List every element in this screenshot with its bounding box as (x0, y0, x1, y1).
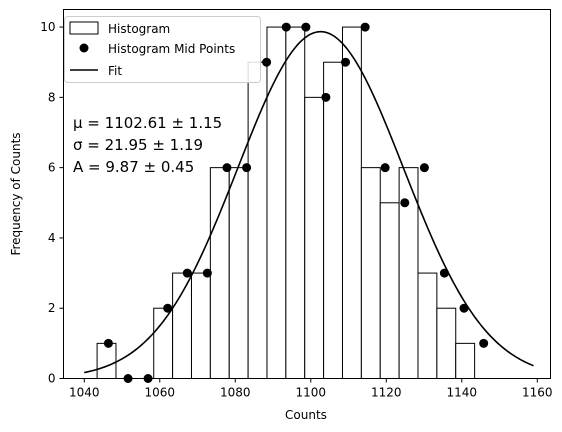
histogram-bar (96, 342, 117, 380)
legend: Histogram Histogram Mid Points Fit (64, 16, 261, 83)
y-axis-label: Frequency of Counts (9, 132, 23, 255)
x-axis-label: Counts (285, 408, 327, 422)
midpoint-marker (419, 163, 429, 173)
midpoint-marker (360, 22, 370, 32)
y-tick-label: 0 (48, 372, 56, 386)
mu-annotation: μ = 1102.61 ± 1.15 (73, 114, 222, 132)
fit-curve (84, 30, 534, 374)
histogram-bar (153, 307, 174, 380)
histogram-bar (323, 61, 343, 379)
midpoint-marker (103, 338, 113, 348)
x-tick-label: 1120 (371, 386, 402, 400)
legend-midpoint-label: Histogram Mid Points (108, 42, 235, 56)
midpoint-marker (400, 198, 410, 208)
legend-box (64, 16, 261, 83)
sigma-annotation: σ = 21.95 ± 1.19 (73, 136, 203, 154)
midpoint-marker (341, 57, 351, 67)
fit-parameters: μ = 1102.61 ± 1.15 σ = 21.95 ± 1.19 A = … (73, 114, 222, 176)
midpoint-marker (479, 338, 489, 348)
legend-fit-label: Fit (108, 64, 122, 78)
histogram-bar (304, 96, 325, 379)
histogram-bar (228, 167, 249, 379)
x-tick-label: 1160 (522, 386, 553, 400)
histogram-bar (285, 26, 306, 379)
x-axis-ticks: 1040 1060 1080 1100 1120 1140 1160 (69, 378, 553, 400)
plot-frame (63, 9, 551, 379)
y-tick-label: 10 (40, 20, 55, 34)
histogram-bar (209, 167, 230, 379)
midpoint-marker (321, 92, 331, 102)
y-tick-label: 2 (48, 301, 56, 315)
histogram-bar (455, 342, 476, 380)
histogram-bar (436, 307, 457, 380)
histogram-bar (360, 167, 381, 379)
histogram-bar (247, 61, 268, 379)
x-tick-label: 1100 (296, 386, 327, 400)
y-axis-ticks: 0 2 4 6 8 10 (40, 20, 64, 386)
midpoint-marker (439, 268, 449, 278)
histogram-bar (417, 272, 438, 380)
y-tick-label: 4 (48, 231, 56, 245)
x-tick-label: 1140 (447, 386, 478, 400)
histogram-bar (266, 26, 287, 379)
midpoint-marker (222, 163, 232, 173)
amplitude-annotation: A = 9.87 ± 0.45 (73, 158, 194, 176)
midpoint-marker (281, 22, 291, 32)
midpoint-marker (301, 22, 311, 32)
midpoint-markers (103, 22, 489, 383)
x-tick-label: 1040 (69, 386, 100, 400)
midpoint-marker (163, 303, 173, 313)
y-tick-label: 6 (48, 161, 56, 175)
x-tick-label: 1080 (220, 386, 251, 400)
x-tick-label: 1060 (144, 386, 175, 400)
y-tick-label: 8 (48, 90, 56, 104)
legend-histogram-swatch (69, 21, 99, 35)
midpoint-marker (202, 268, 212, 278)
midpoint-marker (380, 163, 390, 173)
legend-histogram-label: Histogram (108, 22, 170, 36)
histogram-bar (172, 272, 192, 380)
legend-midpoint-marker (79, 43, 89, 53)
midpoint-marker (242, 163, 252, 173)
histogram-bar (341, 26, 362, 379)
histogram-bar (190, 272, 211, 380)
midpoint-marker (459, 303, 469, 313)
histogram-bar (379, 202, 400, 379)
midpoint-marker (182, 268, 192, 278)
midpoint-marker (262, 57, 272, 67)
